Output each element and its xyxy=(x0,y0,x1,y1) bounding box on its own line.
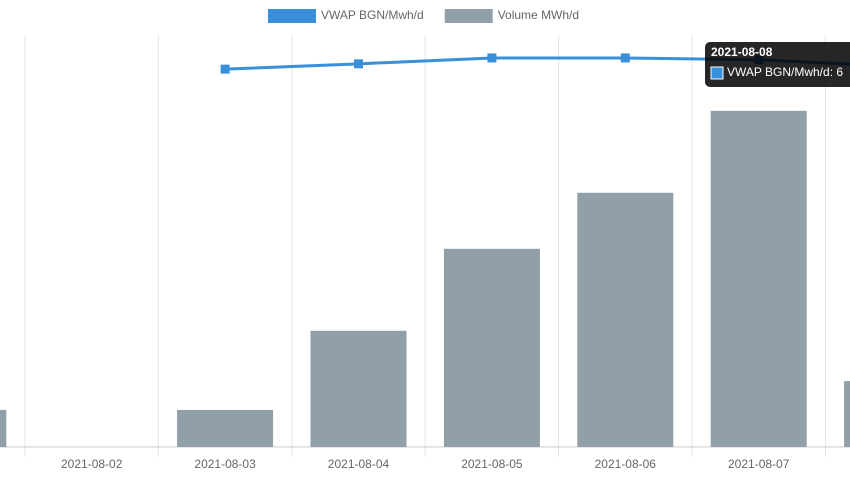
legend-swatch xyxy=(444,9,493,23)
legend-swatch xyxy=(268,9,316,23)
x-tick-label: 2021-08-04 xyxy=(328,457,390,471)
bar xyxy=(710,110,807,448)
x-tick-label: 2021-08-03 xyxy=(194,457,256,471)
tooltip-box xyxy=(705,42,850,87)
legend-label: VWAP BGN/Mwh/d xyxy=(321,8,424,22)
tooltip-title: 2021-08-08 xyxy=(711,45,773,59)
point xyxy=(220,64,230,74)
tooltip-label: VWAP BGN/Mwh/d: 6 xyxy=(727,65,843,79)
bar xyxy=(577,192,674,447)
tooltip-swatch xyxy=(710,66,724,80)
x-tick-label: 2021-08-05 xyxy=(461,457,523,471)
x-tick-label: 2021-08-07 xyxy=(728,457,790,471)
bar xyxy=(177,409,274,447)
point xyxy=(620,53,630,63)
bar xyxy=(310,330,407,447)
tooltip: 2021-08-08 VWAP BGN/Mwh/d: 6 xyxy=(705,42,850,87)
x-tick-label: 2021-08-02 xyxy=(61,457,123,471)
bar xyxy=(0,409,7,447)
bar xyxy=(443,248,540,447)
legend-label: Volume MWh/d xyxy=(498,8,579,22)
bar xyxy=(844,381,850,447)
legend: VWAP BGN/Mwh/d Volume MWh/d xyxy=(268,8,579,23)
x-tick-label: 2021-08-06 xyxy=(595,457,657,471)
plot-area: 2021-08-012021-08-022021-08-032021-08-04… xyxy=(0,35,850,471)
point xyxy=(354,59,363,69)
point xyxy=(487,53,497,63)
